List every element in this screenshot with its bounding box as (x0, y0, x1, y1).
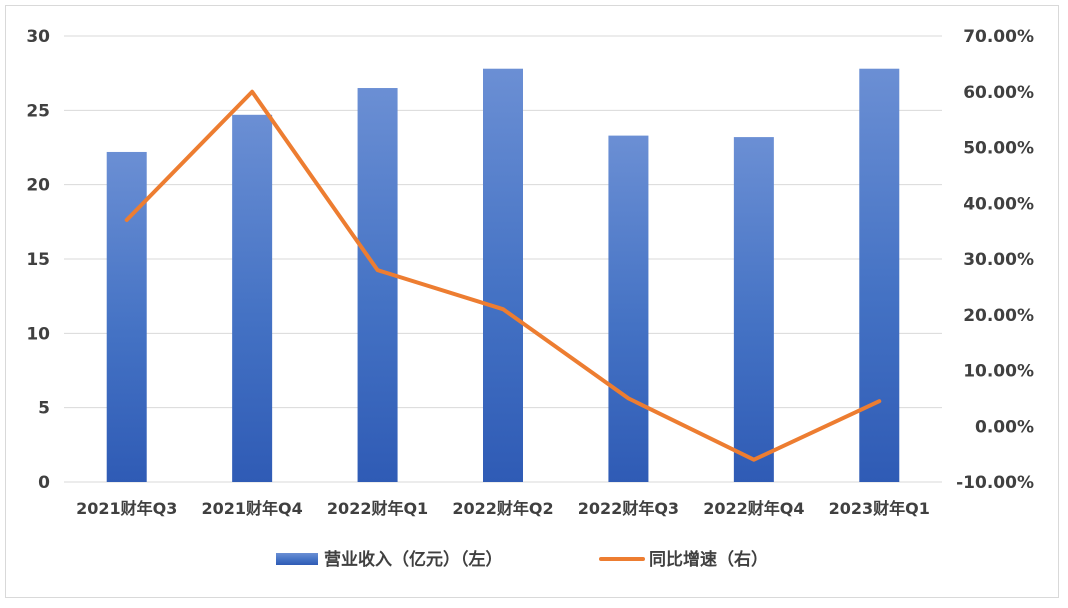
category-label: 2022财年Q4 (703, 499, 804, 518)
right-tick-label: 10.00% (963, 362, 1034, 382)
chart-frame: 0 5 10 15 20 25 30 -10.00% 0.00% 10.00% 20.00% 30.… (5, 5, 1059, 598)
category-label: 2022财年Q1 (327, 499, 428, 518)
category-label: 2022财年Q3 (578, 499, 679, 518)
right-tick-label: 0.00% (975, 417, 1034, 437)
right-axis-ticks: -10.00% 0.00% 10.00% 20.00% 30.00% 40.00% 50.0… (956, 27, 1034, 493)
left-tick-label: 30 (26, 27, 50, 47)
right-tick-label: 20.00% (963, 306, 1034, 326)
right-tick-label: 70.00% (963, 27, 1034, 47)
right-tick-label: 30.00% (963, 250, 1034, 270)
bar (733, 137, 774, 483)
bar (859, 68, 900, 482)
bar (232, 114, 273, 482)
bar (357, 88, 398, 483)
right-tick-label: 50.00% (963, 139, 1034, 159)
bar (106, 151, 147, 482)
left-tick-label: 20 (26, 176, 50, 196)
category-label: 2021财年Q4 (202, 499, 303, 518)
bar (483, 68, 523, 482)
left-axis-ticks: 0 5 10 15 20 25 30 (26, 27, 50, 493)
left-tick-label: 25 (26, 101, 50, 121)
bar (608, 135, 649, 482)
line-series (124, 89, 882, 462)
left-tick-label: 15 (26, 250, 50, 270)
legend-bar-swatch (276, 553, 318, 565)
right-tick-label: 40.00% (963, 194, 1034, 214)
growth-line (124, 89, 882, 462)
right-tick-label: -10.00% (956, 473, 1034, 493)
left-tick-label: 10 (26, 324, 50, 344)
category-label: 2022财年Q2 (452, 499, 553, 518)
category-axis: 2021财年Q3 2021财年Q4 2022财年Q1 2022财年Q2 2022财年Q3… (76, 499, 930, 518)
left-tick-label: 0 (38, 473, 50, 493)
category-label: 2021财年Q3 (76, 499, 177, 518)
legend-bar-label: 营业收入（亿元）（左） (324, 549, 503, 570)
legend: 营业收入（亿元）（左） 同比增速（右） (276, 549, 768, 570)
bar-series (106, 68, 900, 483)
legend-line-label: 同比增速（右） (649, 549, 768, 570)
category-label: 2023财年Q1 (829, 499, 930, 518)
right-tick-label: 60.00% (963, 83, 1034, 103)
left-tick-label: 5 (38, 399, 50, 419)
chart-svg: 0 5 10 15 20 25 30 -10.00% 0.00% 10.00% 20.00% 30.… (26, 27, 1034, 570)
